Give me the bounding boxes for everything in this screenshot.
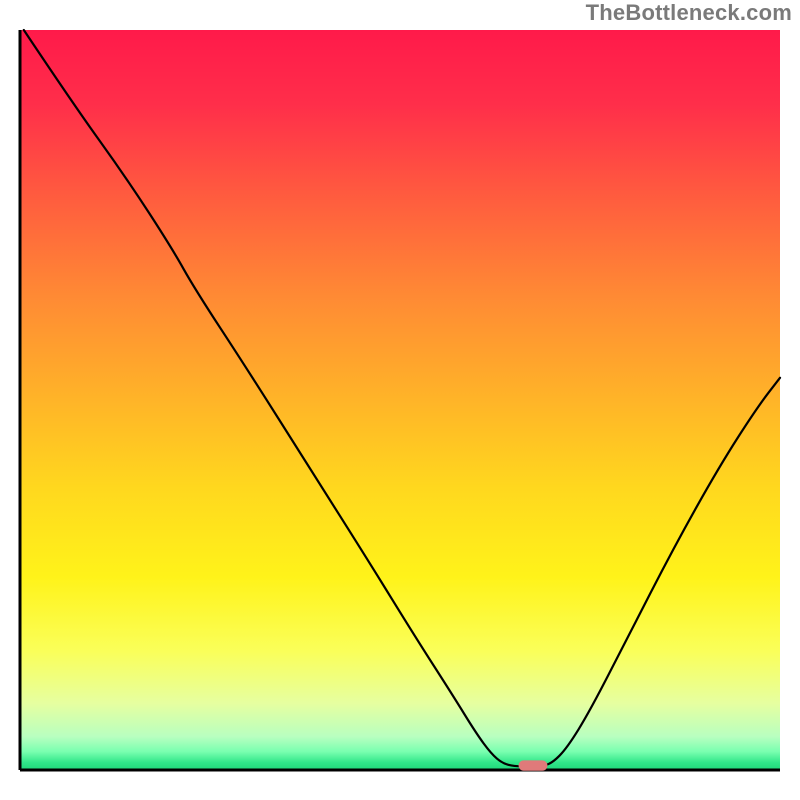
- gradient-background: [20, 30, 780, 770]
- watermark-text: TheBottleneck.com: [586, 0, 792, 26]
- bottleneck-curve-chart: [0, 0, 800, 800]
- optimal-point-marker: [519, 760, 548, 770]
- chart-container: TheBottleneck.com: [0, 0, 800, 800]
